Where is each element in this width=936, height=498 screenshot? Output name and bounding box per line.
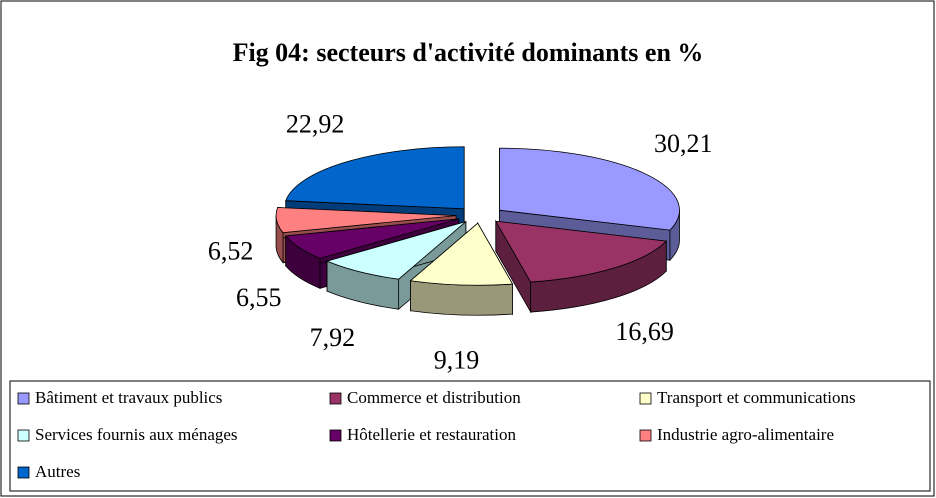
- legend-label: Bâtiment et travaux publics: [35, 388, 222, 407]
- legend-label: Transport et communications: [657, 388, 856, 407]
- slice-wall: [410, 280, 513, 316]
- legend-swatch: [17, 466, 30, 479]
- legend-label: Services fournis aux ménages: [35, 425, 238, 444]
- legend-label: Commerce et distribution: [347, 388, 521, 407]
- legend-swatch: [329, 392, 342, 405]
- slice: [285, 146, 465, 210]
- legend-swatch: [639, 392, 652, 405]
- chart-title: Fig 04: secteurs d'activité dominants en…: [233, 38, 704, 67]
- slice: [499, 147, 680, 231]
- legend-swatch: [329, 429, 342, 442]
- legend-label: Autres: [35, 462, 80, 481]
- data-label: 30,21: [654, 129, 713, 158]
- slice: [284, 218, 459, 259]
- legend-swatch: [639, 429, 652, 442]
- legend-label: Industrie agro-alimentaire: [657, 425, 834, 444]
- legend-box: [9, 380, 931, 492]
- data-label: 6,52: [208, 237, 254, 266]
- legend-swatch: [17, 429, 30, 442]
- data-label: 7,92: [310, 323, 356, 352]
- legend-swatch: [17, 392, 30, 405]
- data-label: 6,55: [236, 283, 282, 312]
- slice: [275, 207, 457, 234]
- data-label: 16,69: [615, 317, 674, 346]
- data-label: 22,92: [286, 109, 345, 138]
- slice: [495, 220, 668, 283]
- data-label: 9,19: [434, 345, 480, 374]
- legend-label: Hôtellerie et restauration: [347, 425, 516, 444]
- slice: [409, 222, 514, 286]
- slice: [325, 221, 467, 280]
